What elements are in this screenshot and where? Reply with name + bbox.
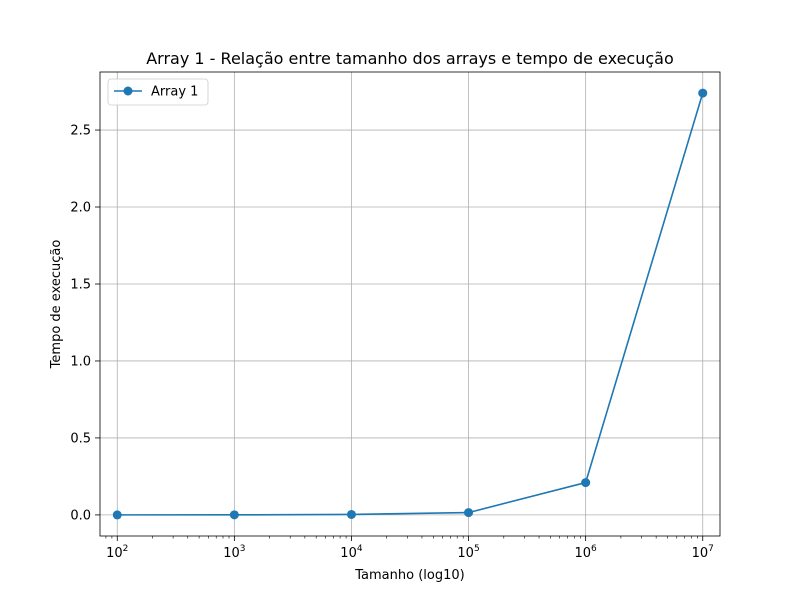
- y-tick-label: 2.5: [70, 124, 91, 139]
- x-tick-label: 107: [692, 544, 714, 561]
- series-layer: [112, 88, 708, 520]
- x-tick-label: 103: [223, 544, 245, 561]
- y-axis-label: Tempo de execução: [49, 240, 64, 370]
- grid-lines: [100, 72, 720, 536]
- x-tick-label: 106: [575, 544, 598, 561]
- y-tick-label: 1.0: [70, 354, 91, 369]
- data-point: [581, 478, 591, 488]
- legend: Array 1: [107, 78, 209, 106]
- series-line: [117, 92, 704, 516]
- x-tick-label: 105: [457, 544, 479, 561]
- data-point: [698, 88, 708, 98]
- data-point: [112, 510, 122, 520]
- x-axis-label: Tamanho (log10): [354, 568, 464, 583]
- data-point: [464, 508, 474, 518]
- plot-frame: [99, 71, 721, 537]
- x-tick-label: 102: [106, 544, 128, 561]
- y-tick-label: 0.0: [70, 508, 91, 523]
- data-point: [346, 509, 356, 519]
- axes: 102 103 104 105 106 107 0.0 0.5 1.0 1.5 2.0 2.5: [70, 71, 721, 561]
- x-tick-label: 104: [340, 544, 363, 561]
- y-tick-label: 2.0: [70, 201, 91, 216]
- chart-title: Array 1 - Relação entre tamanho dos arra…: [146, 49, 674, 68]
- data-point: [229, 510, 239, 520]
- legend-marker: [123, 86, 133, 96]
- y-tick-label: 0.5: [70, 431, 91, 446]
- legend-box: [107, 78, 209, 106]
- y-tick-label: 1.5: [70, 277, 91, 292]
- legend-label: Array 1: [151, 85, 198, 100]
